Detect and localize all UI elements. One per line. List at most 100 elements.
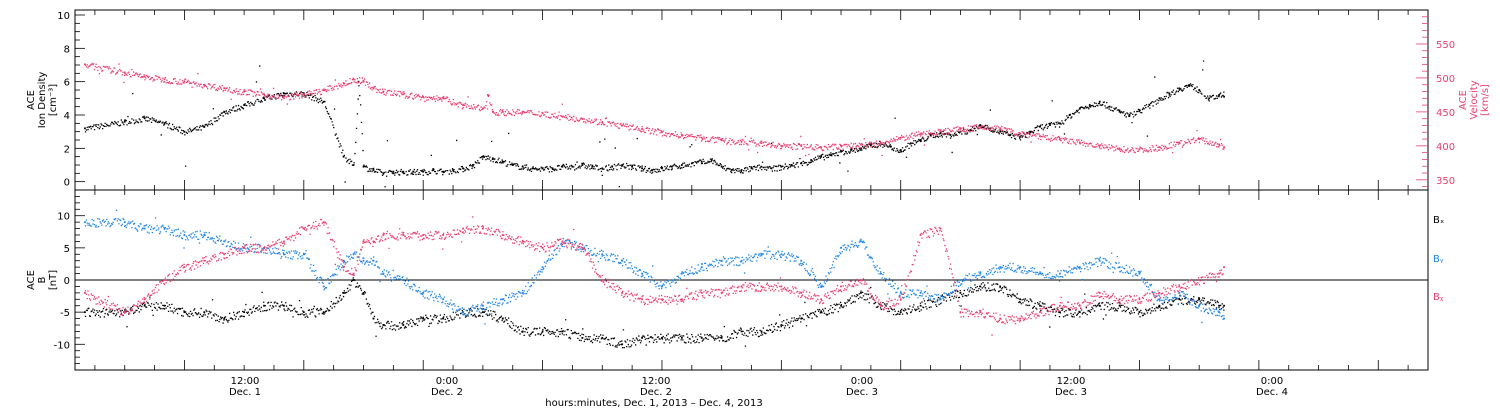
density-series-point [491, 157, 494, 160]
velocity-tick-label: 400 [1436, 142, 1455, 153]
velocity-series-point [143, 75, 146, 78]
density-series-point [412, 170, 415, 173]
density-series-point [362, 165, 365, 168]
field-series-bz-point [362, 240, 365, 243]
density-series-point [392, 170, 395, 173]
field-series-bz-point [442, 234, 444, 236]
field-series-by-point [760, 253, 763, 256]
field-series-by-point [1039, 272, 1041, 275]
field-series-bz-point [1019, 317, 1022, 320]
legend-entry-by: Bᵧ [1433, 254, 1444, 265]
density-series-point [1088, 104, 1091, 106]
velocity-series-point [1098, 144, 1101, 147]
field-series-bz [84, 216, 1225, 336]
field-series-bx-point [1059, 311, 1061, 314]
velocity-series-point [959, 127, 962, 130]
legend-entry-bx: Bₓ [1433, 215, 1444, 226]
field-series-bx-point [820, 311, 823, 314]
density-series-point [551, 167, 554, 170]
density-series-point [641, 167, 643, 170]
field-series-bx-point [1198, 298, 1201, 301]
date-label: Dec. 4 [1256, 387, 1288, 398]
velocity-series-point [442, 97, 444, 100]
velocity-series-point [183, 80, 186, 83]
field-series-bx-point [302, 311, 305, 314]
field-series-by-point [183, 234, 186, 236]
velocity-series-point [780, 144, 783, 147]
density-series-point [680, 164, 683, 166]
bottom-panel-data [84, 209, 1225, 349]
density-axis-label: ACE [26, 90, 37, 110]
velocity-axis-label: ACE [1458, 90, 1469, 110]
time-label: 12:00 [642, 376, 671, 387]
velocity-series-point [919, 132, 922, 135]
field-series-by-point [959, 279, 962, 281]
field-series-bz-point [1098, 291, 1101, 294]
field-series-by-point [481, 304, 484, 307]
field-series-bx-point [203, 311, 206, 314]
field-series-bz-point [1198, 279, 1201, 281]
velocity-series-point [680, 134, 683, 136]
field-series-bz-point [840, 285, 842, 288]
field-series-by-point [362, 259, 365, 262]
field-series-bx-point [223, 317, 226, 320]
field-series-bz-point [183, 266, 186, 269]
velocity-series-point [462, 104, 464, 106]
field-series-bx-point [143, 304, 146, 307]
date-label: Dec. 3 [846, 387, 878, 398]
field-series-bz-point [621, 291, 624, 294]
density-tick-label: 6 [64, 78, 70, 89]
density-series-point [671, 165, 673, 168]
field-series-bz-point [700, 291, 703, 294]
field-series-bz-point [1138, 298, 1141, 301]
field-series-by-point [1118, 266, 1121, 269]
field-series-bz-point [1078, 304, 1081, 307]
density-series-point [899, 149, 902, 151]
density-series-point [860, 147, 862, 150]
density-series-point [1118, 110, 1121, 113]
velocity-series-point [372, 87, 375, 90]
density-series-point [820, 155, 823, 158]
density-series-point [850, 149, 852, 151]
field-series-bx-point [919, 304, 922, 307]
velocity-axis-label: [km/s] [1480, 84, 1491, 116]
field-series-bx-point [541, 330, 544, 333]
field-series-bx-point [1019, 298, 1022, 301]
density-series-point [382, 172, 385, 175]
field-series-bz-point [163, 279, 166, 281]
time-label: 0:00 [1261, 376, 1283, 387]
density-series-point [1218, 94, 1220, 96]
density-series-point [452, 169, 454, 171]
density-axis-label: Ion Density [37, 72, 48, 129]
density-series-point [1223, 95, 1225, 98]
density-series-point [651, 169, 653, 171]
density-tick-label: 2 [64, 144, 70, 155]
field-series-by-point [1059, 272, 1061, 275]
field-series-bx-point [899, 311, 902, 314]
field-tick-label: -10 [54, 340, 70, 351]
field-series-bz-point [223, 253, 226, 256]
density-series-point [1098, 100, 1101, 103]
velocity-series-point [800, 144, 803, 147]
velocity-series-point [521, 110, 524, 113]
date-label: Dec. 2 [431, 387, 463, 398]
velocity-series-point [352, 78, 355, 81]
density-series-point [432, 169, 435, 171]
velocity-tick-label: 350 [1436, 176, 1455, 187]
density-series-point [730, 169, 733, 171]
field-series-bz-point [501, 234, 504, 236]
field-series-by-point [919, 291, 922, 294]
velocity-tick-label: 500 [1436, 74, 1455, 85]
velocity-series-point [641, 127, 643, 130]
field-series-by-point [1078, 266, 1081, 269]
density-series-point [1029, 130, 1031, 133]
field-series-by-point [899, 291, 902, 294]
field-series-bx-point [621, 343, 624, 346]
time-label: 12:00 [1057, 376, 1086, 387]
velocity-series-point [123, 71, 126, 74]
density-tick-label: 4 [64, 111, 70, 122]
velocity-series-point [243, 90, 246, 93]
field-series-bx-point [561, 330, 564, 333]
velocity-series-point [501, 110, 504, 113]
velocity-series-point [163, 78, 166, 81]
